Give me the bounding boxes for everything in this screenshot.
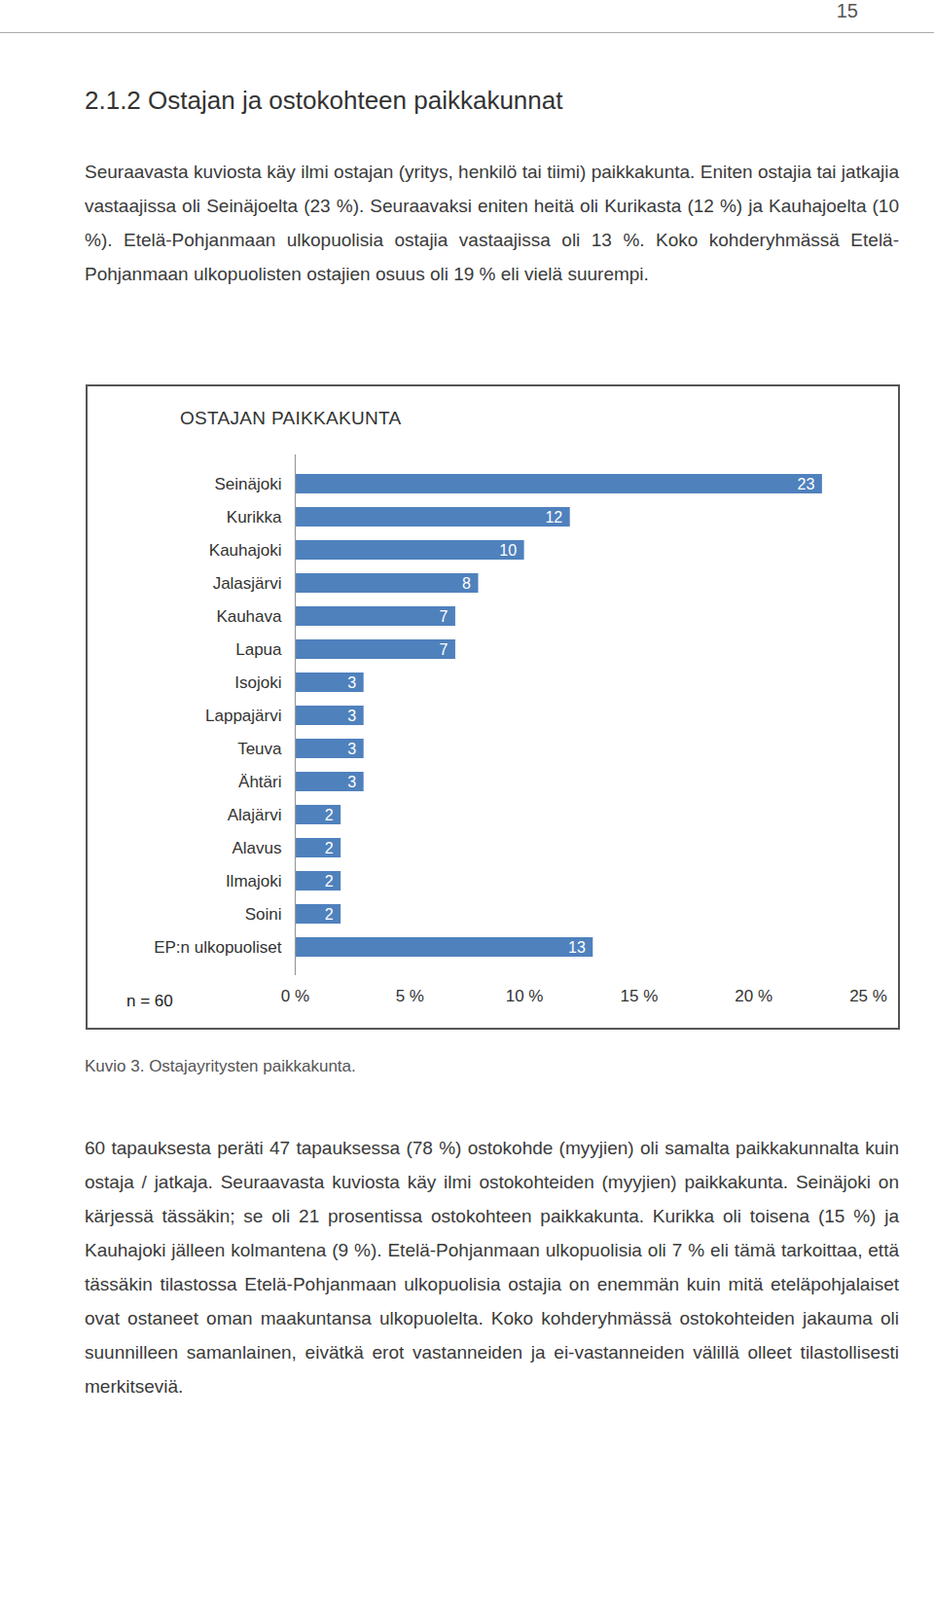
svg-text:Ilmajoki: Ilmajoki bbox=[225, 871, 283, 891]
svg-text:15 %: 15 % bbox=[620, 986, 659, 1006]
svg-text:EP:n ulkopuoliset: EP:n ulkopuoliset bbox=[153, 937, 283, 957]
html-text:15: 15 bbox=[836, 0, 859, 22]
html-text:2.1.2 Ostajan ja ostokohteen p: 2.1.2 Ostajan ja ostokohteen paikkakunna… bbox=[84, 85, 563, 115]
svg-text:3: 3 bbox=[347, 740, 357, 757]
html-text:n = 60: n = 60 bbox=[126, 991, 173, 1010]
svg-text:Jalasjärvi: Jalasjärvi bbox=[213, 574, 283, 593]
svg-text:Kurikka: Kurikka bbox=[226, 507, 283, 527]
svg-text:Lappajärvi: Lappajärvi bbox=[205, 706, 282, 725]
svg-text:Seinäjoki: Seinäjoki bbox=[215, 474, 283, 494]
svg-text:8: 8 bbox=[462, 574, 471, 592]
svg-text:0 %: 0 % bbox=[281, 986, 310, 1006]
html-text:Kuvio 3. Ostajayritysten paikk: Kuvio 3. Ostajayritysten paikkakunta. bbox=[84, 1056, 356, 1076]
svg-text:Kauhava: Kauhava bbox=[215, 607, 283, 626]
svg-text:Isojoki: Isojoki bbox=[234, 673, 282, 692]
svg-text:23: 23 bbox=[797, 475, 816, 493]
svg-text:10: 10 bbox=[499, 541, 517, 559]
svg-text:Teuva: Teuva bbox=[237, 739, 283, 758]
svg-text:Lapua: Lapua bbox=[235, 640, 283, 659]
svg-text:20 %: 20 % bbox=[734, 986, 773, 1006]
svg-text:7: 7 bbox=[439, 608, 449, 625]
svg-text:5 %: 5 % bbox=[395, 986, 425, 1006]
svg-text:12: 12 bbox=[544, 508, 563, 526]
svg-text:10 %: 10 % bbox=[505, 986, 544, 1006]
html-text:OSTAJAN PAIKKAKUNTA: OSTAJAN PAIKKAKUNTA bbox=[179, 407, 402, 429]
svg-text:7: 7 bbox=[439, 641, 449, 658]
svg-text:2: 2 bbox=[324, 839, 334, 857]
svg-text:25 %: 25 % bbox=[849, 986, 888, 1006]
svg-text:Ähtäri: Ähtäri bbox=[238, 772, 282, 791]
svg-text:3: 3 bbox=[347, 707, 357, 724]
svg-text:13: 13 bbox=[568, 938, 586, 956]
svg-text:Alavus: Alavus bbox=[231, 838, 282, 858]
svg-text:2: 2 bbox=[324, 806, 334, 824]
html-text:Seuraavasta kuviosta käy ilmi: Seuraavasta kuviosta käy ilmi ostajan (y… bbox=[84, 161, 899, 285]
svg-text:Alajärvi: Alajärvi bbox=[227, 805, 283, 825]
svg-text:2: 2 bbox=[324, 905, 334, 923]
svg-text:3: 3 bbox=[347, 773, 357, 791]
svg-text:3: 3 bbox=[347, 674, 357, 691]
svg-text:Soini: Soini bbox=[245, 904, 283, 924]
svg-text:2: 2 bbox=[324, 872, 334, 890]
html-text:60 tapauksesta peräti 47 tapau: 60 tapauksesta peräti 47 tapauksessa (78… bbox=[84, 1137, 899, 1397]
svg-text:Kauhajoki: Kauhajoki bbox=[209, 540, 283, 560]
